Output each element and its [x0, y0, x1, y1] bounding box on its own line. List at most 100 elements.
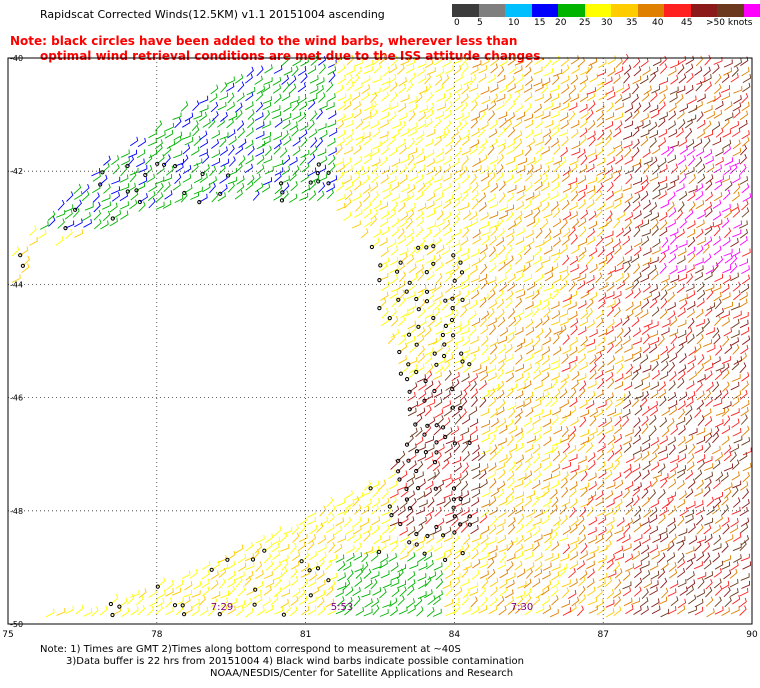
- contamination-marker: [425, 533, 430, 539]
- legend-label: 30: [601, 18, 613, 28]
- contamination-marker: [397, 477, 402, 482]
- contamination-marker: [416, 307, 421, 312]
- contamination-marker: [431, 261, 436, 266]
- contamination-marker: [414, 449, 420, 454]
- contamination-marker: [117, 604, 122, 609]
- contamination-marker: [434, 524, 439, 530]
- legend-label: >50 knots: [706, 18, 753, 28]
- contamination-marker: [63, 226, 68, 231]
- wind-barb-group: [470, 55, 752, 618]
- contamination-markers-layer: [18, 161, 472, 618]
- contamination-marker: [253, 587, 258, 592]
- contamination-marker: [108, 601, 114, 607]
- contamination-marker: [441, 533, 446, 538]
- contamination-marker: [422, 551, 427, 556]
- contamination-marker: [316, 162, 321, 167]
- longitude-tick: 81: [300, 630, 311, 640]
- legend-label: 10: [508, 18, 520, 28]
- contamination-marker: [458, 406, 463, 411]
- contamination-marker: [460, 359, 465, 364]
- contamination-marker: [424, 245, 429, 250]
- contamination-marker: [307, 568, 312, 573]
- legend-label: 45: [681, 18, 693, 28]
- contamination-marker: [433, 460, 438, 465]
- contamination-marker: [459, 270, 465, 275]
- contamination-marker: [451, 333, 456, 338]
- contamination-marker: [280, 190, 285, 195]
- contamination-marker: [407, 506, 412, 511]
- contamination-marker: [416, 486, 421, 491]
- contamination-marker: [226, 173, 231, 178]
- contamination-marker: [398, 371, 403, 376]
- contamination-marker: [396, 458, 401, 463]
- contamination-marker: [416, 245, 421, 250]
- latitude-tick: -40: [10, 54, 23, 63]
- legend-label: 5: [477, 18, 483, 28]
- contamination-marker: [434, 450, 439, 455]
- contamination-marker: [315, 171, 320, 176]
- wind-barb-group: [389, 55, 752, 615]
- latitude-tick: -44: [10, 280, 23, 289]
- contamination-marker: [434, 423, 439, 428]
- contamination-marker: [369, 244, 374, 250]
- contamination-marker: [460, 297, 465, 302]
- contamination-marker: [395, 269, 400, 274]
- contamination-marker: [443, 298, 448, 303]
- contamination-marker: [252, 602, 257, 607]
- contamination-marker: [450, 387, 455, 392]
- contamination-note-line2: optimal wind retrieval conditions are me…: [40, 49, 545, 63]
- footer-note-line1: Note: 1) Times are GMT 2)Times along bot…: [40, 644, 461, 655]
- contamination-marker: [442, 353, 447, 359]
- contamination-marker: [407, 540, 412, 545]
- legend-label: 35: [626, 18, 638, 28]
- contamination-marker: [143, 172, 148, 178]
- latitude-tick: -46: [10, 394, 23, 403]
- contamination-marker: [450, 306, 455, 311]
- contamination-marker: [467, 522, 472, 527]
- map-title: Rapidscat Corrected Winds(12.5KM) v1.1 2…: [40, 8, 385, 21]
- contamination-marker: [225, 557, 230, 562]
- contamination-marker: [433, 486, 438, 491]
- lat-lon-grid: [8, 58, 752, 624]
- contamination-marker: [423, 378, 428, 384]
- longitude-tick-labels: 75 78 81 84 87 90: [2, 630, 758, 640]
- contamination-marker: [326, 181, 331, 186]
- contamination-marker: [467, 514, 472, 519]
- contamination-marker: [407, 407, 412, 412]
- contamination-marker: [182, 190, 187, 196]
- footer-credit: NOAA/NESDIS/Center for Satellite Applica…: [210, 668, 514, 679]
- contamination-marker: [434, 440, 439, 445]
- wind-barb-group: [39, 55, 444, 617]
- legend-label: 0: [454, 18, 460, 28]
- contamination-marker: [443, 557, 448, 563]
- legend-swatch: [611, 4, 638, 17]
- contamination-marker: [315, 566, 321, 571]
- contamination-marker: [396, 469, 401, 474]
- contamination-marker: [279, 181, 284, 186]
- contamination-marker: [432, 388, 437, 394]
- footer-note-line2: 3)Data buffer is 22 hrs from 20151004 4)…: [66, 656, 524, 667]
- contamination-marker: [405, 377, 410, 382]
- pass-time-label: 7:29: [211, 602, 233, 613]
- contamination-marker: [459, 351, 464, 356]
- contamination-marker: [458, 522, 463, 527]
- contamination-marker: [217, 612, 222, 617]
- legend-swatch: [637, 4, 664, 17]
- contamination-marker: [443, 434, 448, 440]
- contamination-marker: [368, 486, 373, 491]
- contamination-marker: [460, 551, 465, 556]
- contamination-marker: [281, 612, 286, 617]
- contamination-marker: [387, 504, 392, 509]
- longitude-tick: 78: [151, 630, 163, 640]
- contamination-marker: [440, 332, 445, 338]
- pass-time-label: 5:53: [331, 602, 353, 613]
- contamination-marker: [414, 369, 419, 375]
- wind-speed-legend: 0 5 10 15 20 25 30 35 40 45 >50 knots: [452, 4, 760, 31]
- latitude-tick: -42: [10, 167, 23, 176]
- contamination-marker: [308, 593, 313, 598]
- contamination-marker: [413, 422, 418, 427]
- contamination-marker: [197, 200, 202, 205]
- contamination-marker: [387, 316, 392, 321]
- wind-barb-group: [48, 55, 338, 229]
- contamination-marker: [200, 171, 205, 176]
